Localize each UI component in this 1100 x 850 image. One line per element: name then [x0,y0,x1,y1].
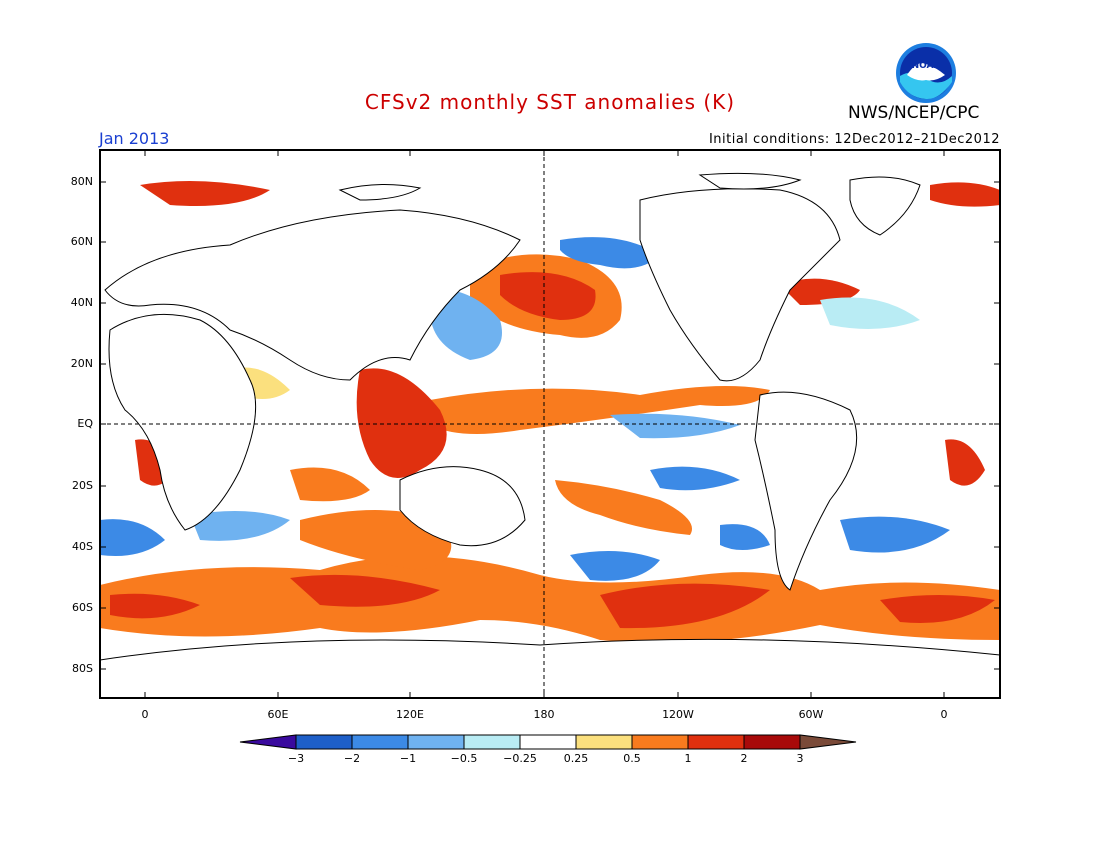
colorbar-tick-label: 0.5 [623,752,641,765]
indian-ocean-warm [290,467,370,502]
tropical-pacific-cool-2 [650,466,740,491]
colorbar-tick-label: 0.25 [563,752,589,765]
south-pacific-cool [570,524,770,581]
lon-tick-label: 0 [141,708,149,721]
southern-ocean-strong-warm [110,574,995,629]
colorbar-box [575,734,633,750]
equatorial-pacific-warm [430,386,770,434]
axis-ticks [100,150,1000,698]
north-pacific-strong-warm [500,272,596,320]
colorbar-box [463,734,521,750]
maritime-warm [356,368,447,478]
north-america [639,188,841,382]
antarctica [100,638,1000,698]
colorbar-tick-label: 2 [740,752,748,765]
initial-conditions: Initial conditions: 12Dec2012–21Dec2012 [708,132,1000,147]
southwest-atlantic-cool [100,519,165,556]
noaa-logo-icon: NOAA [896,43,956,103]
landmasses [100,172,1000,698]
south-indian-warm [300,510,452,570]
colorbar-box [351,734,409,750]
lat-tick-label: 40S [72,540,93,553]
lon-tick-label: 60W [798,708,824,721]
lat-tick-label: 80S [72,662,93,675]
tropical-pacific-cool-1 [610,413,740,439]
colorbar-tick-label: 3 [796,752,804,765]
greenland [849,176,921,236]
lat-tick-label: 60N [70,235,93,248]
lon-tick-label: 120E [396,708,424,721]
africa [108,313,257,531]
arctic-warm [140,181,1000,207]
colorbar-min-arrow [239,734,297,750]
colorbar-box [743,734,801,750]
lon-tick-label: 120W [662,708,694,721]
indian-ocean-cool [190,511,290,541]
lon-tick-label: 60E [267,708,289,721]
colorbar-tick-label: −0.5 [450,752,478,765]
anomaly-field [100,181,1000,643]
chart-title: CFSv2 monthly SST anomalies (K) [364,90,736,114]
colorbar-tick-label: 1 [684,752,692,765]
australia [399,466,526,547]
lon-tick-label: 180 [533,708,555,721]
colorbar-box [631,734,689,750]
lon-tick-label: 0 [940,708,948,721]
s-atlantic-cool [840,516,950,553]
arctic-islands [338,172,802,201]
lat-tick-label: EQ [77,417,93,430]
colorbar-tick-label: −2 [343,752,361,765]
lat-tick-label: 40N [70,296,93,309]
colorbar-max-arrow [799,734,857,750]
colorbar-tick-label: −0.25 [503,752,537,765]
lat-tick-label: 80N [70,175,93,188]
logo-text: NOAA [912,61,941,71]
south-america [754,391,858,591]
nw-pacific-cool [430,289,502,360]
colorbar-tick-label: −3 [287,752,305,765]
south-pacific-warm [555,480,692,535]
colorbar-tick-label: −1 [399,752,417,765]
forecast-month: Jan 2013 [99,129,170,148]
n-atlantic-cool [820,297,920,329]
agency-label: NWS/NCEP/CPC [848,103,980,123]
eurasia [104,209,521,381]
colorbar-box [295,734,353,750]
colorbar-box [407,734,465,750]
lat-tick-label: 20N [70,357,93,370]
ne-pacific-cool [560,237,660,269]
colorbar-box [519,734,577,750]
lat-tick-label: 20S [72,479,93,492]
colorbar-box [687,734,745,750]
lat-tick-label: 60S [72,601,93,614]
